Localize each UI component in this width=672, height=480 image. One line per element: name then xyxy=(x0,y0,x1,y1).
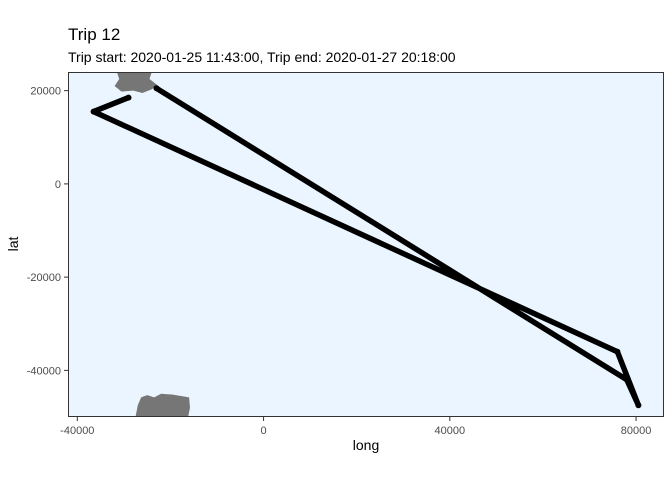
track-point xyxy=(125,94,132,101)
track-point xyxy=(635,402,642,409)
chart-subtitle: Trip start: 2020-01-25 11:43:00, Trip en… xyxy=(68,49,456,65)
x-axis: -40000 0 40000 80000 xyxy=(60,417,651,437)
y-tick-label: -20000 xyxy=(27,272,61,284)
y-axis: -40000 -20000 0 20000 xyxy=(27,86,68,377)
x-axis-title: long xyxy=(353,437,379,453)
track-point xyxy=(90,108,97,115)
plot-panel-border xyxy=(68,72,664,417)
plot-panel xyxy=(68,72,664,417)
y-tick-label: 20000 xyxy=(30,86,61,98)
x-tick-label: 80000 xyxy=(621,425,652,437)
land-mass-2 xyxy=(135,393,190,417)
x-tick-label: 0 xyxy=(261,425,267,437)
x-tick-label: -40000 xyxy=(60,425,94,437)
y-tick-label: -40000 xyxy=(27,365,61,377)
y-axis-title: lat xyxy=(5,237,21,252)
y-tick-label: 0 xyxy=(55,179,61,191)
track-layer xyxy=(90,85,642,409)
land-layer xyxy=(114,72,190,417)
track-point xyxy=(153,85,160,92)
track-point xyxy=(623,376,630,383)
x-tick-label: 40000 xyxy=(435,425,466,437)
chart-title: Trip 12 xyxy=(68,25,120,44)
track-point xyxy=(614,348,621,355)
land-mass-1 xyxy=(114,72,158,93)
